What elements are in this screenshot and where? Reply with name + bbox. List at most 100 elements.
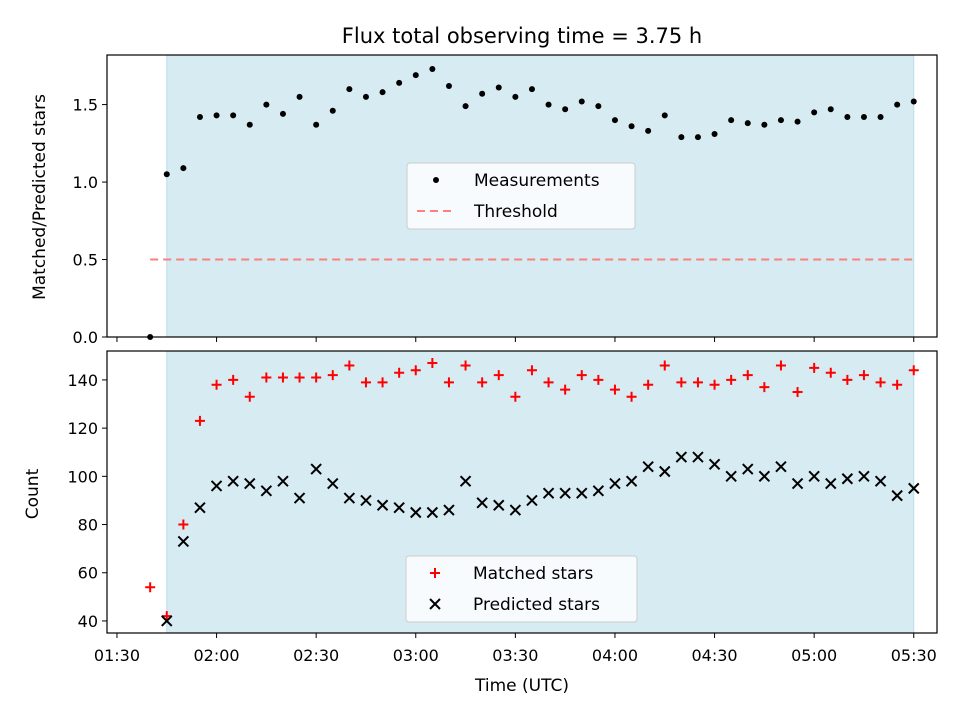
measurement-point: [180, 165, 187, 172]
predicted-stars-marker-shape: [841, 473, 854, 485]
matched-stars-point: [593, 374, 604, 385]
predicted-stars-point: [675, 451, 688, 463]
matched-stars-marker-shape: [360, 377, 371, 388]
predicted-stars-point: [542, 487, 555, 499]
x-tick-label: 05:00: [791, 646, 837, 665]
predicted-stars-point: [393, 501, 405, 514]
measurement-point: [694, 134, 701, 141]
predicted-stars-point: [260, 485, 273, 497]
matched-stars-marker-shape: [692, 377, 703, 388]
matched-stars-marker-shape: [626, 391, 637, 402]
matched-stars-point: [145, 582, 156, 593]
measurement-point: [362, 93, 369, 100]
matched-stars-point: [360, 377, 371, 388]
measurement-point: [246, 121, 253, 128]
measurement-point: [827, 106, 834, 113]
measurement-point: [844, 113, 851, 120]
predicted-stars-marker-shape: [659, 465, 671, 478]
measurement-point: [196, 113, 203, 120]
predicted-stars-point: [625, 475, 638, 487]
matched-stars-point: [427, 358, 438, 369]
predicted-stars-marker-shape: [675, 451, 688, 463]
predicted-stars-marker-shape: [576, 487, 588, 499]
measurement-point: [894, 101, 901, 108]
matched-stars-marker-shape: [228, 374, 239, 385]
predicted-stars-marker-shape: [692, 451, 704, 463]
matched-stars-marker-shape: [460, 360, 471, 371]
predicted-stars-marker-shape: [293, 492, 306, 504]
legend-predicted-marker: [429, 598, 441, 610]
predicted-stars-point: [343, 492, 356, 504]
measurement-point: [595, 103, 602, 110]
predicted-stars-marker-shape: [542, 487, 555, 499]
predicted-stars-point: [874, 475, 887, 487]
predicted-stars-point: [659, 465, 671, 478]
predicted-stars-marker-shape: [244, 477, 256, 490]
matched-stars-marker-shape: [643, 379, 654, 390]
measurement-point: [495, 84, 502, 91]
matched-stars-point: [609, 384, 620, 395]
predicted-stars-point: [227, 475, 239, 487]
predicted-stars-point: [459, 475, 472, 487]
predicted-stars-marker-shape: [758, 470, 771, 483]
matched-stars-marker-shape: [194, 415, 205, 426]
predicted-stars-marker-shape: [791, 477, 804, 490]
predicted-stars-marker-shape: [360, 494, 372, 507]
predicted-stars-point: [708, 458, 721, 470]
predicted-stars-point: [194, 501, 206, 514]
predicted-stars-point: [277, 475, 289, 487]
matched-stars-point: [759, 382, 770, 393]
matched-stars-marker-shape: [294, 372, 305, 383]
measurement-point: [744, 120, 751, 127]
matched-stars-point: [493, 370, 504, 381]
matched-stars-marker-shape: [676, 377, 687, 388]
predicted-stars-point: [327, 477, 339, 490]
matched-stars-marker-shape: [858, 370, 869, 381]
matched-stars-marker-shape: [145, 582, 156, 593]
predicted-stars-point: [476, 497, 488, 509]
matched-stars-point: [692, 377, 703, 388]
predicted-stars-point: [576, 487, 588, 499]
matched-stars-marker-shape: [809, 362, 820, 373]
matched-stars-point: [261, 372, 272, 383]
predicted-stars-marker-shape: [708, 458, 721, 470]
measurement-point: [163, 171, 170, 178]
predicted-stars-marker-shape: [210, 480, 223, 492]
predicted-stars-marker-shape: [559, 487, 571, 499]
measurement-point: [346, 86, 353, 93]
predicted-stars-marker-shape: [609, 477, 621, 490]
matched-stars-point: [576, 370, 587, 381]
matched-stars-point: [294, 372, 305, 383]
predicted-stars-point: [509, 504, 522, 516]
x-axis-label: Time (UTC): [474, 676, 569, 696]
predicted-stars-point: [426, 506, 439, 519]
predicted-stars-point: [775, 460, 787, 473]
matched-stars-marker-shape: [161, 611, 172, 622]
matched-stars-point: [742, 370, 753, 381]
bottom-y-tick-label: 80: [78, 516, 98, 535]
predicted-stars-point: [161, 615, 173, 627]
measurement-point: [296, 93, 303, 100]
measurement-point: [578, 98, 585, 105]
matched-stars-point: [775, 360, 786, 371]
predicted-stars-point: [825, 477, 837, 490]
measurement-point: [860, 113, 867, 120]
predicted-stars-marker-shape: [742, 463, 754, 475]
matched-stars-point: [825, 367, 836, 378]
matched-stars-marker-shape: [576, 370, 587, 381]
predicted-stars-point: [858, 470, 870, 483]
matched-stars-marker-shape: [493, 370, 504, 381]
measurement-point: [728, 117, 735, 124]
matched-stars-marker-shape: [775, 360, 786, 371]
predicted-stars-point: [493, 499, 505, 511]
matched-stars-marker-shape: [443, 377, 454, 388]
matched-stars-marker-shape: [394, 367, 405, 378]
measurement-point: [661, 112, 668, 119]
matched-stars-marker-shape: [609, 384, 620, 395]
matched-stars-marker-shape: [311, 372, 322, 383]
measurement-point: [279, 110, 286, 117]
measurement-point: [479, 90, 486, 97]
matched-stars-point: [194, 415, 205, 426]
predicted-stars-marker-shape: [725, 470, 737, 483]
top-y-tick-label: 0.5: [73, 251, 98, 270]
